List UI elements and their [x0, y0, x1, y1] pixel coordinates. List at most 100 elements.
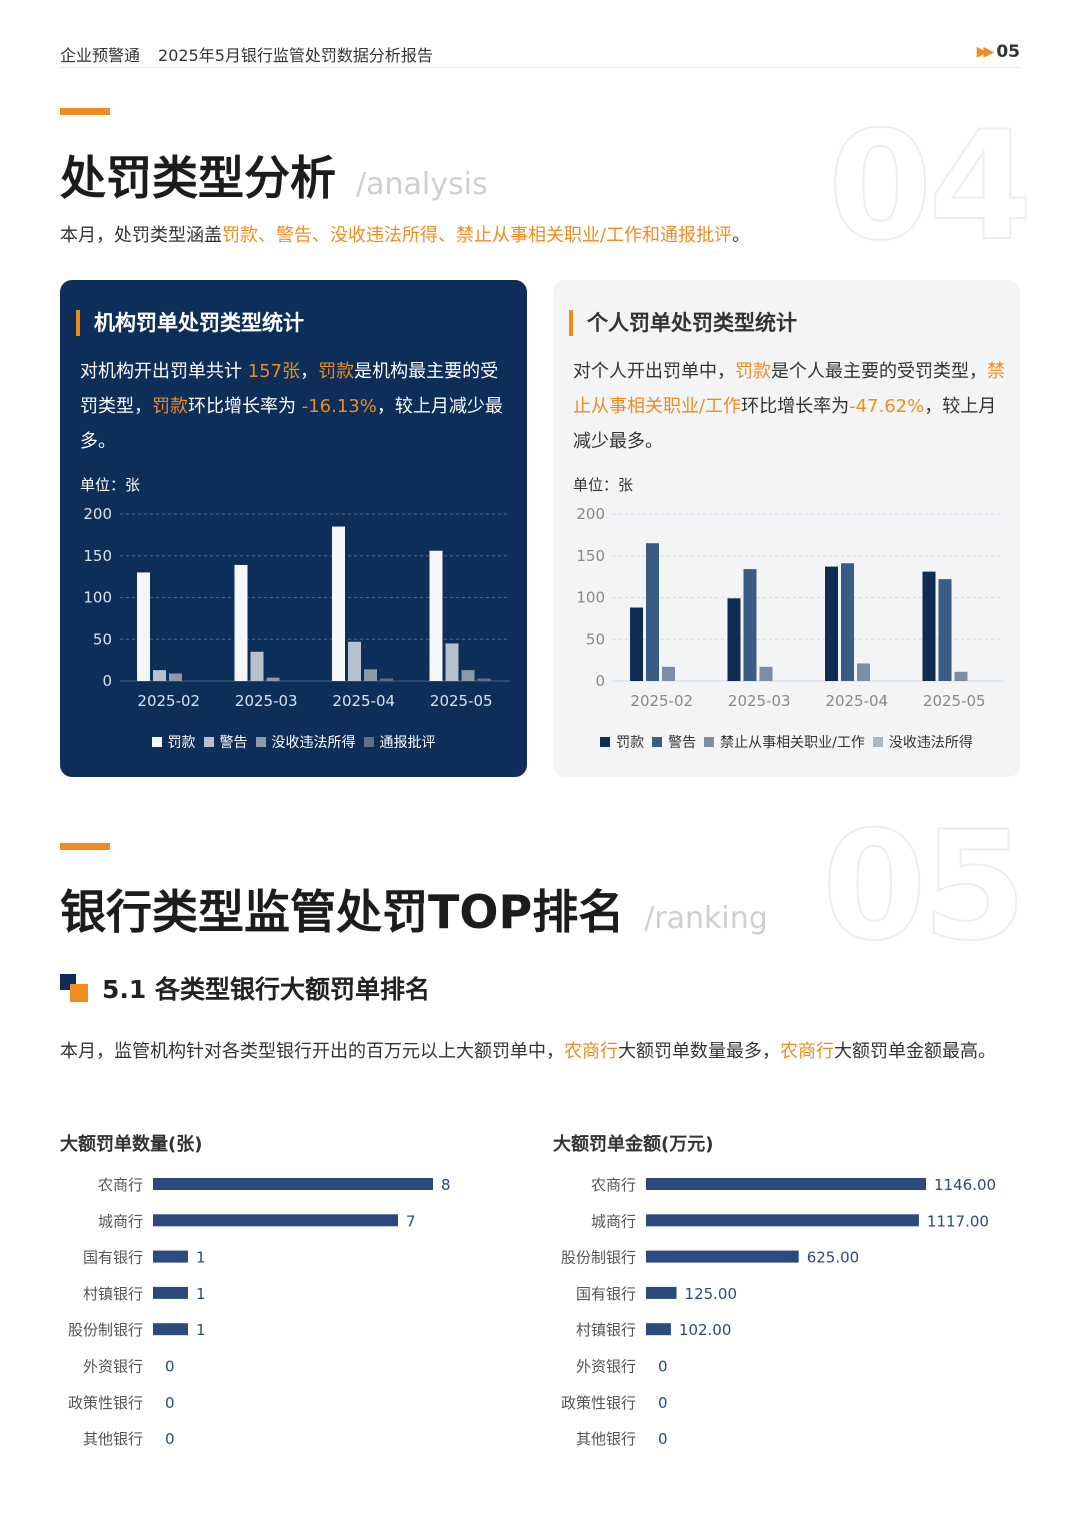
section-number-watermark: 05 [821, 799, 1028, 975]
category-label: 外资银行 [83, 1358, 143, 1376]
section-intro: 本月，处罚类型涵盖罚款、警告、没收违法所得、禁止从事相关职业/工作和通报批评。 [60, 218, 1025, 254]
legend-label: 禁止从事相关职业/工作 [720, 735, 865, 751]
bar-警告 [348, 641, 361, 681]
category-label: 村镇银行 [576, 1321, 636, 1339]
subsection-heading-text: 5.1 各类型银行大额罚单排名 [102, 975, 430, 1004]
category-label: 其他银行 [576, 1430, 636, 1448]
section-intro: 本月，监管机构针对各类型银行开出的百万元以上大额罚单中，农商行大额罚单数量最多，… [60, 1041, 996, 1062]
intro-highlight: 罚款、警告、没收违法所得、禁止从事相关职业/工作和通报批评 [222, 225, 733, 246]
bar-没收违法所得 [169, 673, 182, 681]
bar-禁止从事相关职业/工作 [759, 666, 773, 681]
card-title: 个人罚单处罚类型统计 [569, 310, 797, 336]
y-tick-label: 200 [83, 505, 112, 523]
legend-swatch [652, 737, 663, 747]
subsection-heading: 5.1 各类型银行大额罚单排名 [60, 970, 430, 1006]
category-label: 农商行 [98, 1176, 143, 1194]
chart-title: 大额罚单金额(万元) [553, 1134, 714, 1155]
squares-icon [60, 974, 88, 1002]
x-tick-label: 2025-02 [137, 692, 200, 710]
legend-swatch [151, 737, 162, 747]
category-label: 股份制银行 [68, 1321, 143, 1339]
legend-item: 通报批评 [363, 732, 436, 752]
bar-罚款 [727, 598, 741, 681]
section-subtitle: /ranking [644, 901, 768, 936]
bar-禁止从事相关职业/工作 [857, 663, 870, 681]
bar-罚款 [630, 607, 643, 681]
brand-name: 企业预警通 [60, 46, 141, 65]
bar-禁止从事相关职业/工作 [954, 671, 968, 681]
category-label: 国有银行 [83, 1249, 143, 1267]
unit-label: 单位：张 [80, 476, 141, 494]
y-tick-label: 200 [576, 505, 605, 523]
legend-item: 罚款 [151, 732, 196, 752]
x-tick-label: 2025-03 [235, 692, 298, 710]
category-label: 外资银行 [576, 1358, 636, 1376]
value-label: 8 [441, 1176, 451, 1194]
bar-罚款 [332, 526, 345, 681]
section-subtitle: /analysis [356, 167, 488, 202]
legend-item: 没收违法所得 [255, 732, 356, 752]
value-label: 0 [658, 1358, 668, 1376]
legend-label: 通报批评 [379, 735, 436, 751]
bar-罚款 [429, 550, 443, 681]
y-tick-label: 0 [595, 672, 605, 690]
section-title-text: 银行类型监管处罚TOP排名 [60, 885, 625, 939]
bar-警告 [153, 670, 166, 681]
bar-没收违法所得 [461, 670, 475, 681]
legend-item: 警告 [203, 732, 248, 752]
bar-罚款 [825, 566, 838, 681]
section-number-watermark: 04 [827, 99, 1034, 275]
y-tick-label: 100 [576, 589, 605, 607]
y-tick-label: 100 [83, 589, 112, 607]
bar-罚款 [137, 572, 150, 681]
chart-legend: 罚款 警告 没收违法所得 通报批评 [60, 732, 527, 752]
category-label: 城商行 [591, 1212, 636, 1230]
legend-swatch [600, 737, 611, 747]
intro-text-end: 。 [732, 225, 751, 246]
bar-通报批评 [380, 678, 393, 681]
x-tick-label: 2025-05 [923, 692, 986, 710]
page-number-text: 05 [996, 42, 1020, 62]
legend-label: 罚款 [616, 735, 645, 751]
value-label: 102.00 [679, 1321, 732, 1339]
unit-label: 单位：张 [573, 476, 634, 494]
legend-label: 警告 [219, 735, 248, 751]
legend-label: 没收违法所得 [888, 735, 973, 751]
y-tick-label: 50 [586, 630, 605, 648]
section-title: 银行类型监管处罚TOP排名 /ranking [60, 876, 768, 942]
bar-警告 [938, 579, 952, 681]
category-label: 股份制银行 [561, 1249, 636, 1267]
card-description: 对个人开出罚单中，罚款是个人最主要的受罚类型，禁止从事相关职业/工作环比增长率为… [573, 361, 1005, 452]
legend-item: 警告 [652, 732, 696, 752]
chart-title: 大额罚单数量(张) [60, 1134, 203, 1155]
value-label: 1 [196, 1285, 206, 1303]
bar-警告 [841, 563, 854, 681]
y-tick-label: 150 [83, 547, 112, 565]
value-label: 7 [406, 1212, 416, 1230]
category-label: 政策性银行 [561, 1394, 636, 1412]
person-penalty-card: 个人罚单处罚类型统计 对个人开出罚单中，罚款是个人最主要的受罚类型，禁止从事相关… [553, 280, 1020, 777]
value-label: 625.00 [807, 1249, 860, 1267]
category-label: 村镇银行 [83, 1285, 143, 1303]
page-number: ▶▶ 05 [977, 42, 1020, 62]
card-description: 对机构开出罚单共计 157张，罚款是机构最主要的受罚类型，罚款环比增长率为 -1… [80, 361, 503, 452]
value-label: 1117.00 [927, 1212, 989, 1230]
category-label: 国有银行 [576, 1285, 636, 1303]
person-penalty-bar-chart: 0 50 100 150 200 2025-02 2025-03 2025-04 2025-05 [576, 505, 1003, 710]
bar-禁止从事相关职业/工作 [662, 666, 675, 681]
legend-swatch [704, 737, 715, 747]
bar [646, 1178, 926, 1190]
x-tick-label: 2025-02 [630, 692, 693, 710]
chart-legend: 罚款 警告 禁止从事相关职业/工作 没收违法所得 [553, 732, 1020, 752]
header-left: 企业预警通 2025年5月银行监管处罚数据分析报告 [60, 42, 433, 66]
ranking-count-chart: 大额罚单数量(张) 农商行 8 城商行 7 国有银行 1 村镇银行 1 股份制银行 1 外资银行 0 政… [60, 1130, 530, 1470]
value-label: 125.00 [685, 1285, 738, 1303]
bar [646, 1250, 799, 1263]
bar-通报批评 [477, 678, 491, 681]
legend-swatch [255, 737, 266, 747]
intro-text: 本月，处罚类型涵盖 [60, 225, 222, 246]
org-penalty-card: 机构罚单处罚类型统计 对机构开出罚单共计 157张，罚款是机构最主要的受罚类型，… [60, 280, 527, 777]
bar-罚款 [234, 564, 248, 681]
section-accent-bar [60, 843, 110, 850]
legend-swatch [363, 737, 374, 747]
